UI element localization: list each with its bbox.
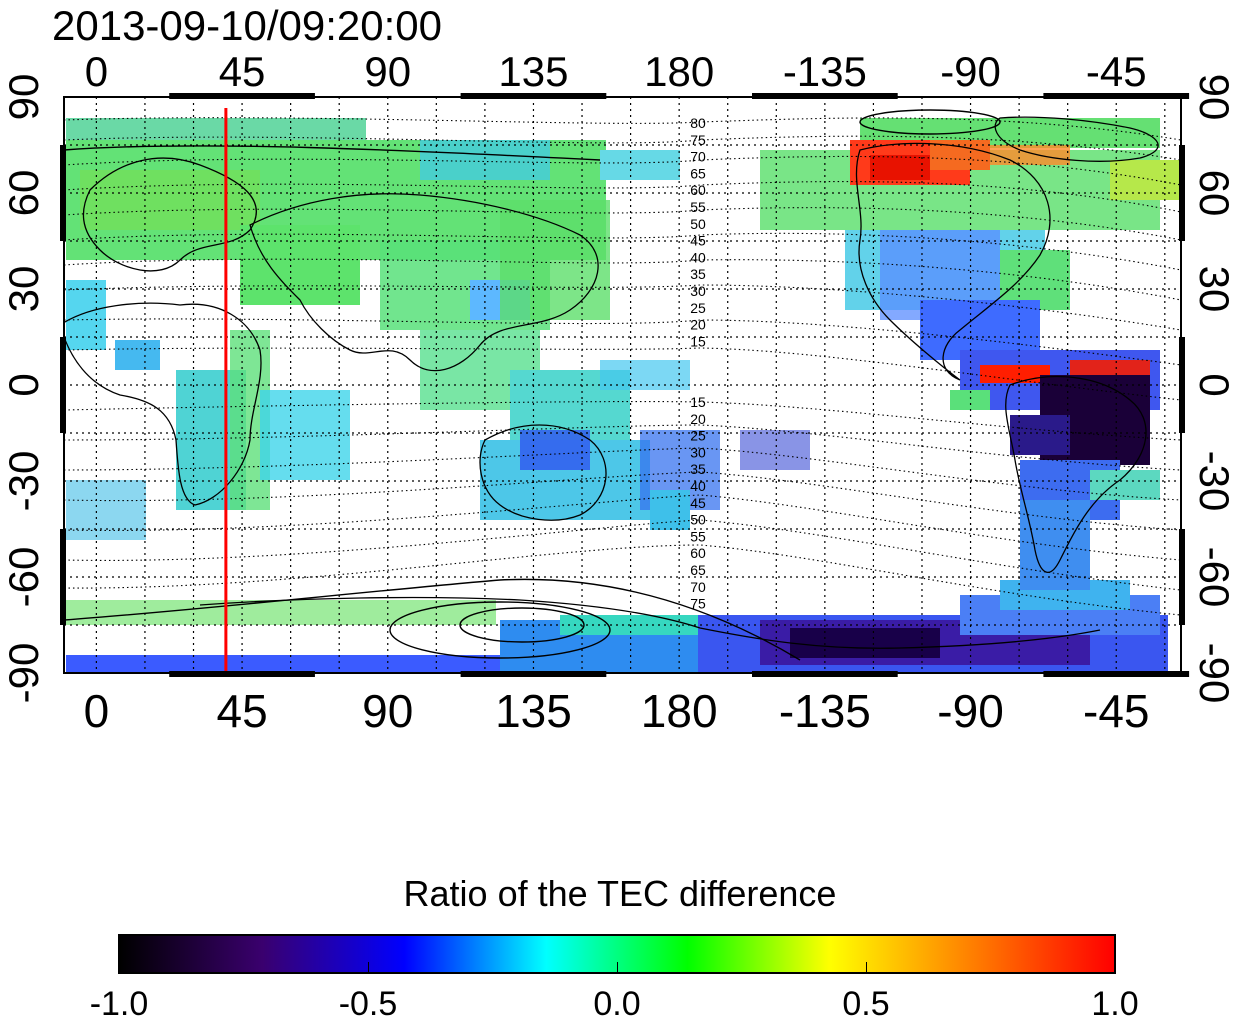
left-latitude-tick-labels: 90 60 30 0 -30 -60 -90 [0,74,47,704]
axis-band-left [60,337,66,433]
colorbar-tick-label: 0.0 [593,985,641,1023]
top-lon-tick-label: -135 [783,48,867,95]
contour-label: 20 [690,317,706,333]
contour-label: 20 [690,411,706,427]
axis-band-right [1179,529,1185,625]
contour-label: 45 [690,495,706,511]
colorbar-tick-label: -1.0 [89,985,149,1023]
bottom-lon-tick-label: 135 [495,685,572,737]
colorbar-title: Ratio of the TEC difference [403,873,837,914]
contour-label: 30 [690,283,706,299]
top-lon-tick-label: 180 [644,48,714,95]
left-lat-tick-label: 30 [0,266,47,313]
colorbar-tick-mark [1115,962,1116,974]
axis-band-bottom [460,671,607,677]
contour-label: 25 [690,300,706,316]
axis-band-bottom [169,671,315,677]
colorbar-tick-mark [617,962,618,974]
bottom-lon-tick-label: 180 [641,685,718,737]
contour-label: 35 [690,266,706,282]
right-lat-tick-label: 60 [1191,170,1238,217]
contour-label: 50 [690,512,706,528]
right-lat-tick-label: -60 [1191,547,1238,608]
axis-band-left [60,145,66,241]
auroral-contours [64,109,1001,661]
left-lat-tick-label: -30 [0,451,47,512]
top-lon-tick-label: 45 [219,48,266,95]
left-lat-tick-label: 0 [0,373,47,396]
contour-label: 25 [690,428,706,444]
axis-band-top [752,93,898,99]
contour-label: 70 [690,579,706,595]
colorbar-tick-label: 0.5 [842,985,890,1023]
bottom-lon-tick-label: 45 [216,685,267,737]
contour-label: 65 [690,562,706,578]
axis-band-top [169,93,315,99]
contour-label: 75 [690,132,706,148]
axis-band-right [1179,145,1185,241]
contour-label: 60 [690,182,706,198]
colorbar-tick-label: -0.5 [338,985,398,1023]
colorbar-tick-mark [368,962,369,974]
contour-label: 50 [690,216,706,232]
bottom-lon-tick-label: -45 [1083,685,1149,737]
top-lon-tick-label: 0 [85,48,108,95]
colorbar-tick-mark [866,962,867,974]
bottom-lon-tick-label: 90 [362,685,413,737]
colorbar-tick-label: 1.0 [1091,985,1139,1023]
left-lat-tick-label: 90 [0,74,47,121]
left-lat-tick-label: -90 [0,643,47,704]
right-lat-tick-label: -30 [1191,451,1238,512]
magnetic-latitude-contours [64,117,1181,616]
contour-label: 15 [690,333,706,349]
contour-label: 40 [690,478,706,494]
map-gridlines [64,97,1181,673]
axis-band-right [1179,337,1185,433]
right-latitude-tick-labels: 90 60 30 0 -30 -60 -90 [1191,74,1238,704]
axis-band-bottom [1043,671,1190,677]
right-lat-tick-label: 30 [1191,266,1238,313]
axis-bands [60,93,1190,677]
axis-band-top [460,93,607,99]
right-lat-tick-label: -90 [1191,643,1238,704]
right-lat-tick-label: 0 [1191,373,1238,396]
contour-label: 35 [690,461,706,477]
contour-label: 80 [690,115,706,131]
axis-band-left [60,529,66,625]
contour-label: 40 [690,249,706,265]
bottom-longitude-tick-labels: 0 45 90 135 180 -135 -90 -45 [84,685,1150,737]
timestamp-title: 2013-09-10/09:20:00 [52,2,442,49]
top-lon-tick-label: -45 [1086,48,1147,95]
contour-label: 30 [690,444,706,460]
contour-label: 55 [690,528,706,544]
contour-label: 65 [690,165,706,181]
top-longitude-tick-labels: 0 45 90 135 180 -135 -90 -45 [85,48,1147,95]
contour-label: 55 [690,199,706,215]
top-lon-tick-label: -90 [940,48,1001,95]
axis-band-top [1043,93,1190,99]
top-lon-tick-label: 90 [364,48,411,95]
contour-label: 70 [690,149,706,165]
contour-label: 45 [690,233,706,249]
bottom-lon-tick-label: -135 [779,685,871,737]
contour-label: 60 [690,545,706,561]
top-lon-tick-label: 135 [498,48,568,95]
axis-band-bottom [752,671,898,677]
bottom-lon-tick-label: -90 [937,685,1003,737]
coastlines [64,116,1159,649]
contour-label: 75 [690,596,706,612]
right-lat-tick-label: 90 [1191,74,1238,121]
contour-label: 15 [690,394,706,410]
left-lat-tick-label: 60 [0,170,47,217]
bottom-lon-tick-label: 0 [84,685,110,737]
colorbar-tick-mark [119,962,120,974]
left-lat-tick-label: -60 [0,547,47,608]
